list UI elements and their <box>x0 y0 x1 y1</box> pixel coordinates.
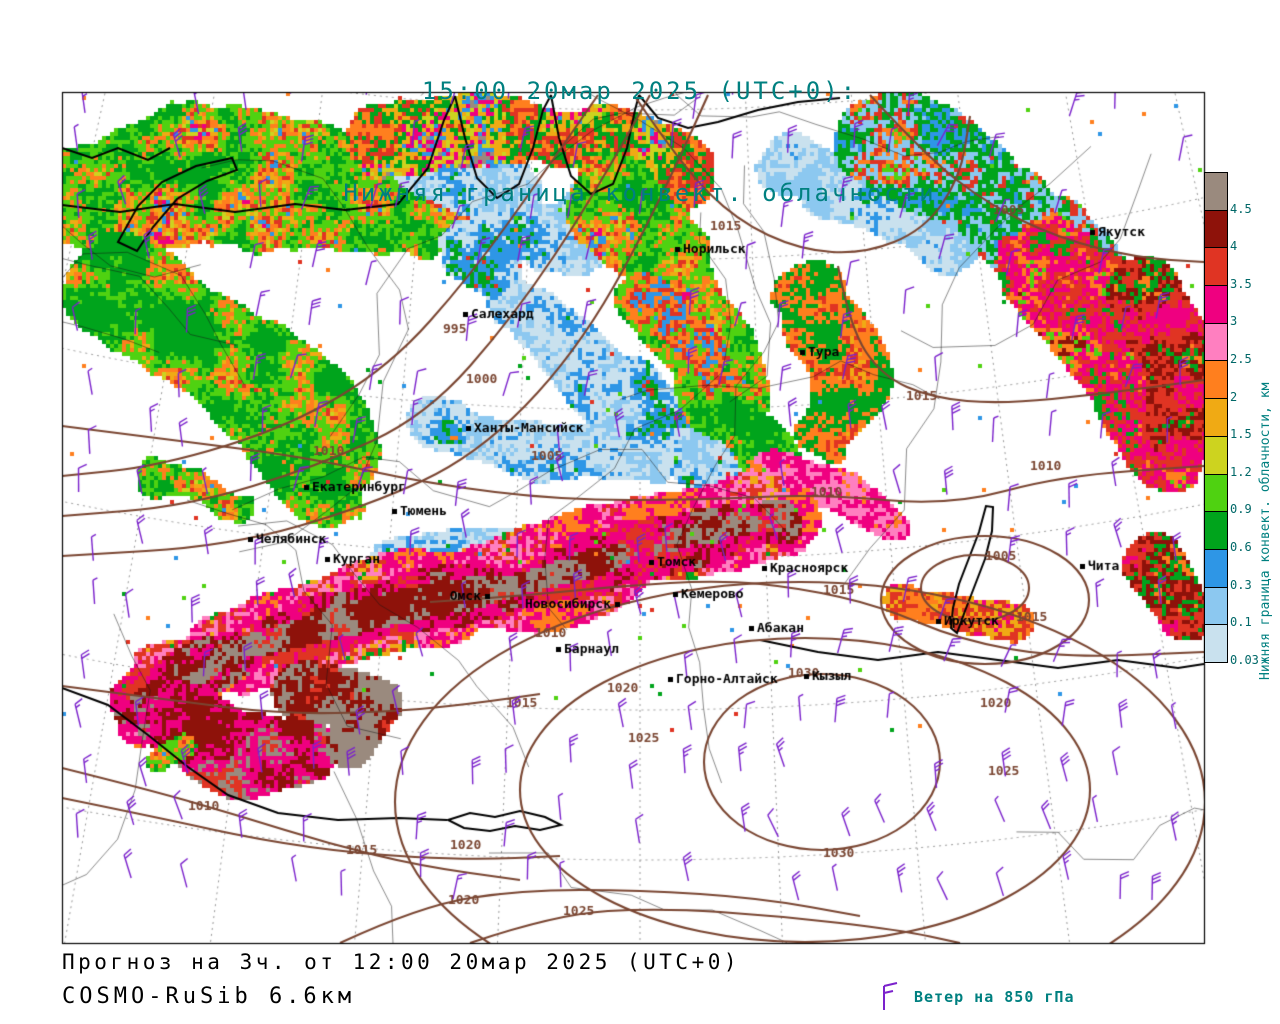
colorbar-tick: 3.5 <box>1230 276 1252 291</box>
page-title: 15:00 20мар 2025 (UTC+0): Нижняя граница… <box>0 6 1280 244</box>
page-title-line1: 15:00 20мар 2025 (UTC+0): <box>421 77 859 105</box>
wind-legend-label: Ветер на 850 гПа <box>914 988 1075 1006</box>
colorbar <box>1204 172 1228 663</box>
colorbar-segment <box>1205 512 1227 550</box>
colorbar-segment <box>1205 361 1227 400</box>
colorbar-axis-label: Нижняя граница конвект. облачности, км <box>1258 382 1273 680</box>
colorbar-tick: 0.03 <box>1230 652 1259 667</box>
colorbar-tick: 0.3 <box>1230 577 1252 592</box>
colorbar-tick: 1.2 <box>1230 464 1252 479</box>
colorbar-tick: 0.6 <box>1230 540 1252 554</box>
colorbar-segment <box>1205 587 1227 626</box>
colorbar-tick: 0.1 <box>1230 615 1252 630</box>
wind-legend: Ветер на 850 гПа <box>876 982 1075 1012</box>
colorbar-tick: 4 <box>1230 239 1238 254</box>
wind-barb-icon <box>883 982 898 1010</box>
colorbar-segment <box>1205 286 1227 324</box>
colorbar-segment <box>1205 625 1227 662</box>
colorbar-segment <box>1205 549 1227 588</box>
colorbar-tick: 2 <box>1230 389 1238 404</box>
colorbar-tick: 0.9 <box>1230 502 1252 517</box>
colorbar-tick: 2.5 <box>1230 352 1252 366</box>
model-info: COSMO-RuSib 6.6км <box>62 984 356 1009</box>
colorbar-segment <box>1205 210 1227 249</box>
page-title-line2: Нижняя граница конвект. облачности <box>343 179 937 207</box>
colorbar-tick: 1.5 <box>1230 427 1252 442</box>
colorbar-segment <box>1205 323 1227 362</box>
colorbar-segment <box>1205 399 1227 437</box>
colorbar-segment <box>1205 474 1227 513</box>
forecast-info: Прогноз на 3ч. от 12:00 20мар 2025 (UTC+… <box>62 950 741 974</box>
colorbar-tick: 4.5 <box>1230 201 1252 216</box>
colorbar-tick: 3 <box>1230 314 1238 329</box>
colorbar-segment <box>1205 173 1227 211</box>
colorbar-segment <box>1205 436 1227 475</box>
colorbar-segment <box>1205 248 1227 287</box>
